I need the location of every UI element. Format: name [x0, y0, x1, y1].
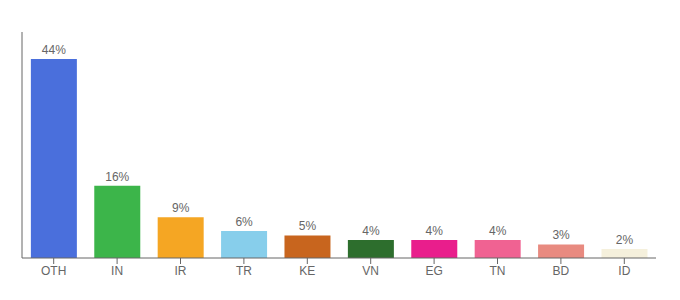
- svg-text:44%: 44%: [42, 43, 66, 57]
- svg-text:3%: 3%: [552, 228, 570, 242]
- svg-text:IN: IN: [111, 264, 123, 278]
- svg-text:16%: 16%: [105, 170, 129, 184]
- svg-text:9%: 9%: [172, 201, 190, 215]
- svg-text:4%: 4%: [426, 224, 444, 238]
- svg-text:KE: KE: [299, 264, 315, 278]
- svg-text:4%: 4%: [362, 224, 380, 238]
- svg-text:ID: ID: [618, 264, 630, 278]
- svg-text:VN: VN: [362, 264, 379, 278]
- svg-text:4%: 4%: [489, 224, 507, 238]
- svg-text:BD: BD: [553, 264, 570, 278]
- svg-text:5%: 5%: [299, 219, 317, 233]
- svg-text:IR: IR: [175, 264, 187, 278]
- svg-text:EG: EG: [425, 264, 442, 278]
- svg-text:TR: TR: [236, 264, 252, 278]
- svg-text:2%: 2%: [616, 233, 634, 247]
- svg-text:TN: TN: [490, 264, 506, 278]
- svg-text:6%: 6%: [235, 215, 253, 229]
- svg-text:OTH: OTH: [41, 264, 66, 278]
